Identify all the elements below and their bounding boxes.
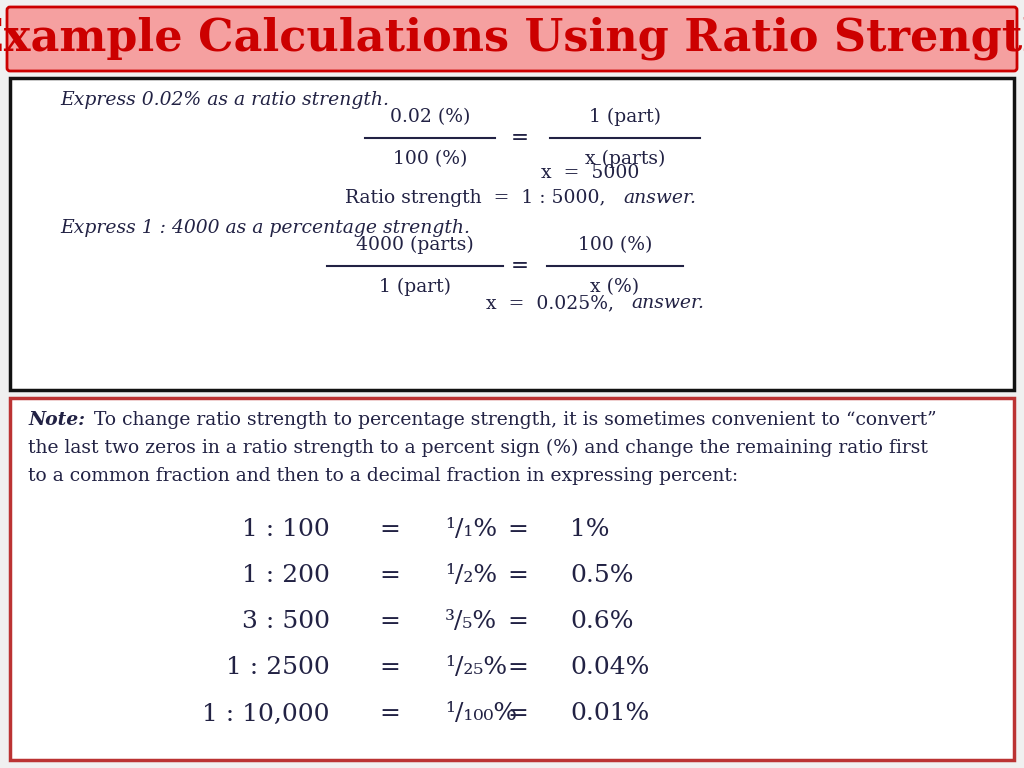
- Text: Note:: Note:: [28, 411, 85, 429]
- Text: Express 0.02% as a ratio strength.: Express 0.02% as a ratio strength.: [60, 91, 389, 109]
- Text: Express 1 : 4000 as a percentage strength.: Express 1 : 4000 as a percentage strengt…: [60, 219, 470, 237]
- Text: =: =: [380, 564, 400, 588]
- Text: 100 (%): 100 (%): [578, 236, 652, 254]
- Text: Example Calculations Using Ratio Strength: Example Calculations Using Ratio Strengt…: [0, 16, 1024, 60]
- Text: =: =: [380, 703, 400, 726]
- Text: x  =  5000: x = 5000: [541, 164, 639, 182]
- Text: =: =: [508, 518, 528, 541]
- Text: 1 (part): 1 (part): [379, 278, 451, 296]
- Text: 4000 (parts): 4000 (parts): [356, 236, 474, 254]
- Text: =: =: [508, 564, 528, 588]
- Text: 0.6%: 0.6%: [570, 611, 634, 634]
- Text: 1 : 100: 1 : 100: [243, 518, 330, 541]
- Text: x (parts): x (parts): [585, 150, 666, 168]
- Text: 1 : 2500: 1 : 2500: [226, 657, 330, 680]
- Text: 0.01%: 0.01%: [570, 703, 649, 726]
- Text: ¹/₁%: ¹/₁%: [445, 518, 497, 541]
- Text: =: =: [380, 518, 400, 541]
- Text: Ratio strength  =  1 : 5000,: Ratio strength = 1 : 5000,: [345, 189, 605, 207]
- Text: 100 (%): 100 (%): [393, 150, 467, 168]
- Text: 0.5%: 0.5%: [570, 564, 634, 588]
- Text: ¹/₂₅%: ¹/₂₅%: [445, 657, 507, 680]
- Text: 1 : 10,000: 1 : 10,000: [203, 703, 330, 726]
- Text: answer.: answer.: [632, 294, 705, 312]
- Text: 3 : 500: 3 : 500: [242, 611, 330, 634]
- Text: x (%): x (%): [591, 278, 640, 296]
- Text: ¹/₂%: ¹/₂%: [445, 564, 497, 588]
- Text: 1 : 200: 1 : 200: [242, 564, 330, 588]
- Text: 0.04%: 0.04%: [570, 657, 649, 680]
- Text: the last two zeros in a ratio strength to a percent sign (%) and change the rema: the last two zeros in a ratio strength t…: [28, 439, 928, 457]
- Text: answer.: answer.: [624, 189, 696, 207]
- Text: To change ratio strength to percentage strength, it is sometimes convenient to “: To change ratio strength to percentage s…: [88, 411, 937, 429]
- FancyBboxPatch shape: [7, 7, 1017, 71]
- Bar: [10, 398, 1014, 760]
- Text: =: =: [511, 255, 529, 277]
- Text: =: =: [511, 127, 529, 149]
- Text: =: =: [508, 611, 528, 634]
- Text: 1%: 1%: [570, 518, 609, 541]
- Text: ¹/₁₀₀%: ¹/₁₀₀%: [445, 703, 517, 726]
- Bar: [10, 78, 1014, 390]
- Text: 1 (part): 1 (part): [589, 108, 662, 126]
- Text: to a common fraction and then to a decimal fraction in expressing percent:: to a common fraction and then to a decim…: [28, 467, 738, 485]
- Text: ³/₅%: ³/₅%: [445, 611, 497, 634]
- Text: 0.02 (%): 0.02 (%): [390, 108, 470, 126]
- Text: =: =: [508, 703, 528, 726]
- Text: =: =: [380, 657, 400, 680]
- Text: =: =: [380, 611, 400, 634]
- Text: x  =  0.025%,: x = 0.025%,: [486, 294, 614, 312]
- Text: =: =: [508, 657, 528, 680]
